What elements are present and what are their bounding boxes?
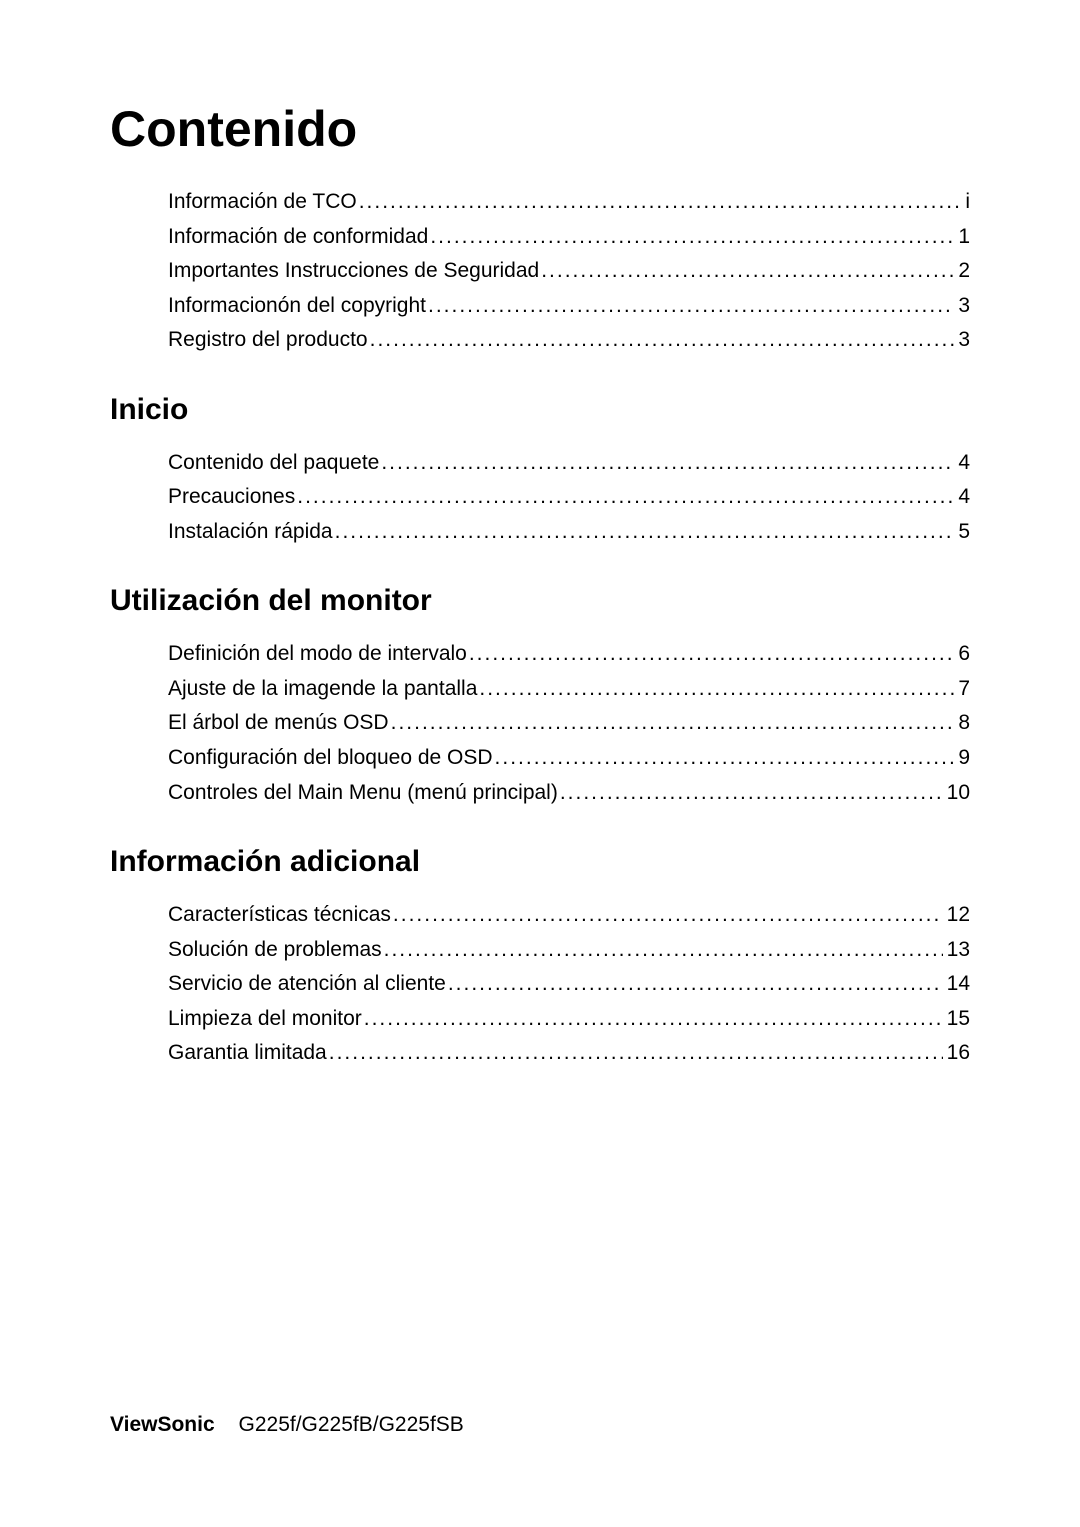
toc-entry-page: i (961, 186, 970, 219)
toc-entry-page: 15 (943, 1003, 970, 1036)
section-heading: Inicio (110, 393, 970, 427)
page-title: Contenido (110, 100, 970, 158)
toc-entry: Controles del Main Menu (menú principal)… (168, 777, 970, 810)
toc-leader-dots (362, 1003, 943, 1036)
toc-entry-page: 7 (954, 673, 970, 706)
toc-entry-page: 9 (954, 742, 970, 775)
toc-entry: El árbol de menús OSD 8 (168, 707, 970, 740)
toc-entry-page: 3 (954, 290, 970, 323)
toc-list: Características técnicas 12Solución de p… (168, 899, 970, 1070)
toc-entry: Ajuste de la imagende la pantalla 7 (168, 673, 970, 706)
toc-entry: Limpieza del monitor 15 (168, 1003, 970, 1036)
toc-entry: Servicio de atención al cliente 14 (168, 968, 970, 1001)
toc-entry: Registro del producto 3 (168, 324, 970, 357)
toc-leader-dots (295, 481, 954, 514)
toc-leader-dots (477, 673, 954, 706)
toc-entry-label: El árbol de menús OSD (168, 707, 389, 740)
toc-entry-label: Contenido del paquete (168, 447, 379, 480)
page-content: Contenido Información de TCO iInformació… (0, 0, 1080, 1070)
toc-entry: Definición del modo de intervalo 6 (168, 638, 970, 671)
footer-model: G225f/G225fB/G225fSB (239, 1413, 464, 1436)
toc-entry-page: 5 (954, 516, 970, 549)
toc-entry: Informacionón del copyright 3 (168, 290, 970, 323)
toc-entry-label: Solución de problemas (168, 934, 382, 967)
toc-entry: Información de TCO i (168, 186, 970, 219)
toc-entry-page: 4 (954, 447, 970, 480)
toc-entry-label: Información de conformidad (168, 221, 428, 254)
toc-leader-dots (493, 742, 955, 775)
section-heading: Información adicional (110, 845, 970, 879)
toc-leader-dots (428, 221, 954, 254)
toc-entry-label: Informacionón del copyright (168, 290, 426, 323)
toc-leader-dots (382, 934, 943, 967)
toc-entry-label: Configuración del bloqueo de OSD (168, 742, 493, 775)
toc-entry: Solución de problemas 13 (168, 934, 970, 967)
toc-entry-page: 6 (954, 638, 970, 671)
toc-entry-label: Limpieza del monitor (168, 1003, 362, 1036)
toc-entry-label: Precauciones (168, 481, 295, 514)
toc-leader-dots (446, 968, 943, 1001)
toc-entry-label: Garantia limitada (168, 1037, 327, 1070)
toc-entry-page: 3 (954, 324, 970, 357)
table-of-contents: Información de TCO iInformación de confo… (110, 186, 970, 1070)
toc-entry: Instalación rápida 5 (168, 516, 970, 549)
toc-entry-page: 13 (943, 934, 970, 967)
toc-entry-label: Registro del producto (168, 324, 368, 357)
toc-entry-label: Información de TCO (168, 186, 357, 219)
toc-entry-label: Servicio de atención al cliente (168, 968, 446, 1001)
toc-entry: Importantes Instrucciones de Seguridad 2 (168, 255, 970, 288)
toc-entry-page: 16 (943, 1037, 970, 1070)
toc-entry-label: Instalación rápida (168, 516, 333, 549)
page-footer: ViewSonic G225f/G225fB/G225fSB (110, 1413, 464, 1437)
toc-leader-dots (467, 638, 954, 671)
toc-leader-dots (391, 899, 943, 932)
toc-list: Contenido del paquete 4Precauciones 4Ins… (168, 447, 970, 549)
toc-entry: Garantia limitada 16 (168, 1037, 970, 1070)
toc-leader-dots (426, 290, 954, 323)
toc-entry-page: 2 (954, 255, 970, 288)
toc-entry-label: Características técnicas (168, 899, 391, 932)
toc-leader-dots (357, 186, 962, 219)
toc-entry-label: Controles del Main Menu (menú principal) (168, 777, 558, 810)
footer-brand: ViewSonic (110, 1413, 215, 1436)
toc-entry-label: Definición del modo de intervalo (168, 638, 467, 671)
toc-list: Definición del modo de intervalo 6Ajuste… (168, 638, 970, 809)
toc-entry-page: 8 (954, 707, 970, 740)
toc-leader-dots (327, 1037, 943, 1070)
toc-entry: Características técnicas 12 (168, 899, 970, 932)
toc-entry: Información de conformidad 1 (168, 221, 970, 254)
toc-entry-page: 4 (954, 481, 970, 514)
toc-entry-page: 12 (943, 899, 970, 932)
toc-leader-dots (379, 447, 954, 480)
toc-entry-label: Ajuste de la imagende la pantalla (168, 673, 477, 706)
toc-entry: Contenido del paquete 4 (168, 447, 970, 480)
toc-leader-dots (389, 707, 955, 740)
section-heading: Utilización del monitor (110, 584, 970, 618)
toc-leader-dots (539, 255, 954, 288)
toc-entry-page: 10 (943, 777, 970, 810)
toc-entry: Configuración del bloqueo de OSD 9 (168, 742, 970, 775)
toc-list: Información de TCO iInformación de confo… (168, 186, 970, 357)
toc-entry-page: 1 (954, 221, 970, 254)
toc-entry-label: Importantes Instrucciones de Seguridad (168, 255, 539, 288)
toc-entry-page: 14 (943, 968, 970, 1001)
toc-leader-dots (558, 777, 943, 810)
toc-leader-dots (368, 324, 955, 357)
toc-leader-dots (333, 516, 955, 549)
toc-entry: Precauciones 4 (168, 481, 970, 514)
